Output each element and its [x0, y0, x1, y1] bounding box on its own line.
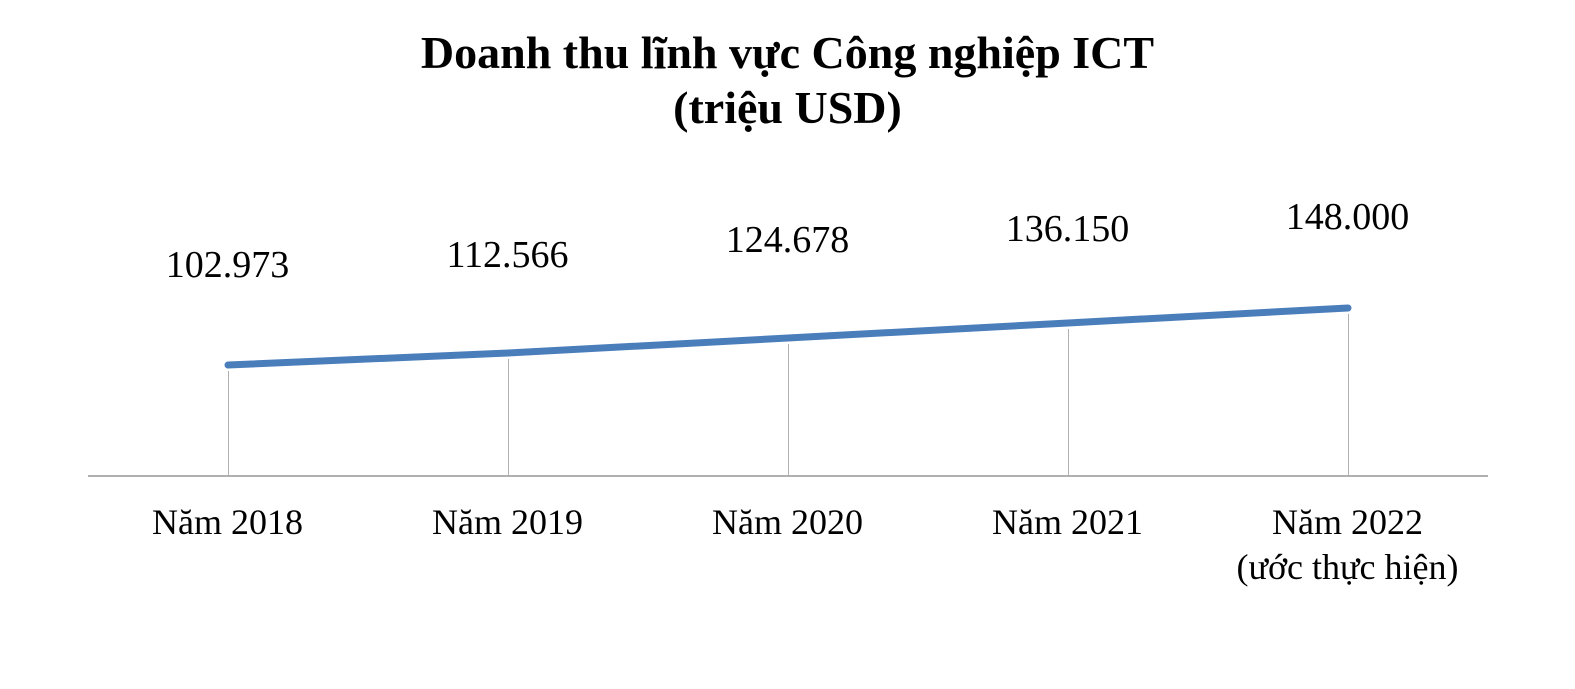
x-axis-label: Năm 2022(ước thực hiện): [1237, 500, 1459, 590]
dropline: [1068, 329, 1069, 475]
plot-area: 102.973112.566124.678136.150148.000: [88, 195, 1488, 475]
x-axis-label: Năm 2021: [992, 500, 1143, 545]
dropline: [228, 371, 229, 475]
dropline: [508, 359, 509, 475]
x-axis-label-line2: (ước thực hiện): [1237, 545, 1459, 590]
dropline: [788, 344, 789, 475]
x-axis-label-line1: Năm 2019: [432, 500, 583, 545]
dropline: [1348, 314, 1349, 475]
x-axis-label: Năm 2020: [712, 500, 863, 545]
droplines-group: [88, 195, 1488, 475]
x-labels-group: Năm 2018 Năm 2019 Năm 2020 Năm 2021 Năm 2022…: [88, 500, 1488, 610]
x-axis-label: Năm 2019: [432, 500, 583, 545]
x-axis-label: Năm 2018: [152, 500, 303, 545]
chart-title-line1: Doanh thu lĩnh vực Công nghiệp ICT: [60, 25, 1515, 80]
x-axis-label-line1: Năm 2022: [1237, 500, 1459, 545]
baseline: [88, 475, 1488, 477]
chart-title-line2: (triệu USD): [60, 80, 1515, 135]
chart-title: Doanh thu lĩnh vực Công nghiệp ICT (triệ…: [60, 25, 1515, 135]
x-axis-label-line1: Năm 2018: [152, 500, 303, 545]
x-axis-label-line1: Năm 2020: [712, 500, 863, 545]
x-axis-label-line1: Năm 2021: [992, 500, 1143, 545]
chart-container: Doanh thu lĩnh vực Công nghiệp ICT (triệ…: [0, 0, 1575, 689]
